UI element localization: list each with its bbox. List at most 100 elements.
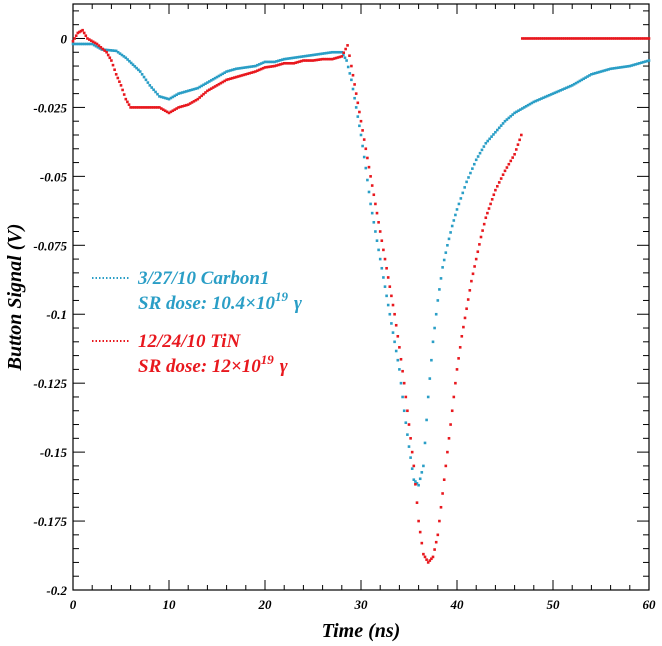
data-point bbox=[459, 197, 463, 200]
data-point bbox=[167, 97, 171, 101]
data-point bbox=[461, 191, 465, 195]
data-point bbox=[399, 357, 403, 361]
data-point bbox=[206, 89, 209, 93]
data-point bbox=[599, 37, 603, 40]
data-point bbox=[277, 59, 280, 63]
data-point bbox=[632, 37, 635, 40]
data-point bbox=[399, 381, 403, 385]
data-point bbox=[380, 266, 384, 270]
data-point bbox=[489, 202, 492, 206]
data-point bbox=[321, 52, 324, 55]
data-point bbox=[551, 37, 555, 40]
data-point bbox=[450, 409, 454, 413]
data-point bbox=[353, 83, 356, 86]
x-tick-label: 0 bbox=[70, 597, 77, 612]
data-point bbox=[388, 285, 392, 288]
data-point bbox=[486, 139, 490, 143]
data-point bbox=[484, 216, 488, 220]
data-point bbox=[362, 138, 366, 141]
data-point bbox=[181, 91, 184, 94]
data-point bbox=[86, 37, 89, 40]
data-point bbox=[215, 84, 219, 87]
data-point bbox=[367, 165, 371, 169]
x-tick-label: 40 bbox=[450, 597, 465, 612]
data-point bbox=[73, 42, 77, 46]
data-point bbox=[330, 50, 334, 54]
data-point bbox=[490, 135, 493, 138]
data-point bbox=[520, 133, 523, 137]
y-tick-label: 0 bbox=[61, 31, 68, 46]
data-point bbox=[505, 166, 509, 169]
data-point bbox=[246, 65, 250, 69]
data-point bbox=[302, 59, 305, 62]
data-point bbox=[361, 144, 364, 148]
data-point bbox=[142, 106, 146, 109]
data-point bbox=[334, 50, 338, 54]
data-point bbox=[396, 334, 400, 338]
data-point bbox=[362, 155, 366, 159]
data-point bbox=[344, 47, 347, 51]
data-point bbox=[478, 243, 481, 246]
data-point bbox=[192, 87, 196, 91]
data-point bbox=[557, 37, 561, 40]
data-point bbox=[417, 483, 420, 487]
data-point bbox=[345, 59, 348, 62]
data-point bbox=[140, 106, 144, 109]
data-point bbox=[503, 119, 507, 123]
data-point bbox=[388, 312, 392, 316]
data-point bbox=[438, 519, 441, 523]
data-point bbox=[415, 482, 419, 485]
data-point bbox=[447, 237, 451, 241]
data-point bbox=[536, 98, 539, 102]
data-point bbox=[641, 37, 645, 40]
data-point bbox=[390, 322, 393, 325]
data-point bbox=[342, 53, 345, 57]
data-point bbox=[194, 87, 198, 90]
data-point bbox=[128, 59, 131, 63]
data-point bbox=[555, 90, 559, 94]
legend-dose-carbon-unit: γ bbox=[294, 293, 302, 314]
data-point bbox=[135, 106, 138, 109]
data-point bbox=[196, 86, 200, 90]
data-point bbox=[202, 92, 205, 96]
data-point bbox=[317, 58, 321, 62]
data-point bbox=[576, 37, 580, 40]
data-point bbox=[607, 68, 610, 71]
data-point bbox=[227, 69, 230, 73]
data-point bbox=[488, 137, 491, 141]
data-point bbox=[161, 96, 165, 99]
data-point bbox=[323, 57, 326, 61]
data-point bbox=[447, 437, 451, 440]
data-point bbox=[532, 37, 536, 40]
legend-dose-tin-exponent: 19 bbox=[261, 352, 275, 367]
data-point bbox=[319, 58, 322, 61]
data-point bbox=[567, 85, 570, 89]
data-point bbox=[279, 63, 282, 66]
data-point bbox=[528, 102, 532, 106]
data-point bbox=[454, 381, 457, 385]
data-point bbox=[457, 202, 461, 206]
data-point bbox=[479, 235, 483, 239]
data-point bbox=[110, 59, 113, 62]
data-point bbox=[613, 37, 616, 40]
data-point bbox=[507, 116, 511, 120]
data-point bbox=[282, 61, 286, 65]
data-point bbox=[578, 37, 582, 40]
data-point bbox=[348, 72, 352, 75]
data-point bbox=[150, 86, 154, 89]
data-point bbox=[250, 65, 253, 68]
data-point bbox=[87, 42, 90, 46]
data-point bbox=[422, 464, 425, 468]
data-point bbox=[572, 37, 576, 40]
data-point bbox=[561, 37, 564, 40]
data-point bbox=[275, 60, 278, 63]
data-point bbox=[383, 285, 387, 288]
data-point bbox=[334, 56, 338, 60]
data-point bbox=[501, 122, 505, 125]
data-point bbox=[261, 61, 265, 65]
data-point bbox=[136, 106, 140, 109]
data-point bbox=[71, 39, 75, 43]
data-point bbox=[202, 83, 205, 87]
data-point bbox=[328, 51, 332, 54]
data-point bbox=[444, 464, 448, 468]
